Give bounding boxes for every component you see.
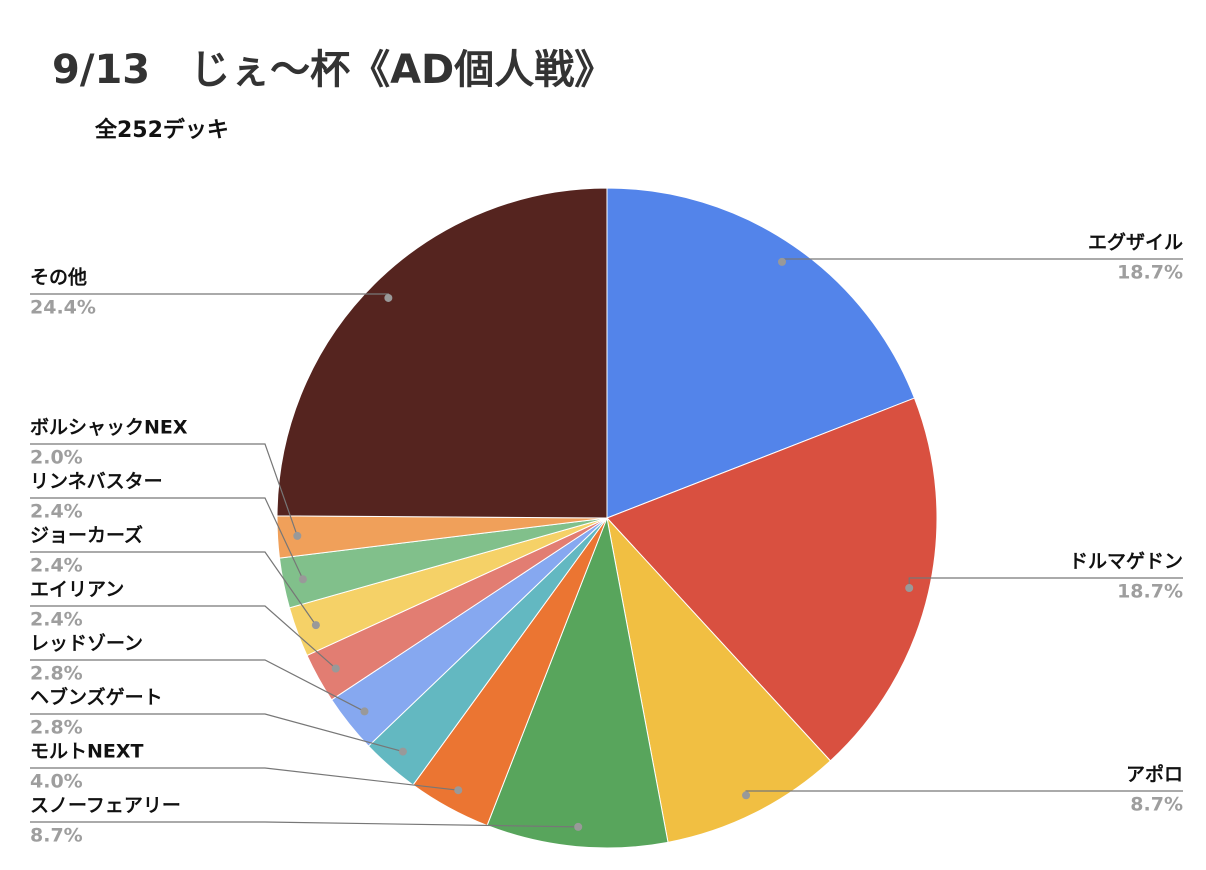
leader-dot xyxy=(742,791,751,800)
chart-title: 9/13 じぇ〜杯《AD個人戦》 xyxy=(52,47,614,93)
slice-label: レッドゾーン xyxy=(30,633,143,655)
leader-dot xyxy=(778,257,787,266)
leader-dot xyxy=(360,707,369,716)
pie-slice xyxy=(486,516,669,849)
slice-label: リンネバスター xyxy=(30,471,163,493)
leader-dot xyxy=(454,786,463,795)
leader-dot xyxy=(384,293,393,302)
leader-dot xyxy=(293,531,302,540)
leader-line xyxy=(30,605,337,669)
chart-subtitle: 全252デッキ xyxy=(94,117,229,143)
slice-value-label: 18.7% xyxy=(1117,262,1183,284)
pie-slice xyxy=(606,397,938,762)
leader-dot xyxy=(298,575,307,584)
slice-value-label: 8.7% xyxy=(1130,794,1183,816)
leader-dot xyxy=(331,664,340,673)
slice-label: アポロ xyxy=(1126,763,1183,786)
slice-value-label: 2.0% xyxy=(30,447,83,469)
slice-label: エグザイル xyxy=(1088,231,1183,254)
leader-dot xyxy=(574,822,583,831)
slice-label: エイリアン xyxy=(30,579,124,601)
pie-slice xyxy=(276,187,608,519)
leader-line xyxy=(30,659,365,712)
pie-slice xyxy=(606,187,916,519)
leader-line xyxy=(30,551,317,626)
slice-label: その他 xyxy=(30,266,87,289)
leader-line xyxy=(30,767,459,791)
slice-value-label: 24.4% xyxy=(30,297,96,319)
slice-value-label: 8.7% xyxy=(30,825,83,847)
slice-label: ドルマゲドン xyxy=(1069,551,1183,573)
leader-line xyxy=(30,443,298,537)
slice-label: モルトNEXT xyxy=(30,741,144,763)
leader-dot xyxy=(905,583,914,592)
slice-label: ボルシャックNEX xyxy=(30,417,188,439)
leader-line xyxy=(30,821,579,828)
slice-value-label: 2.4% xyxy=(30,555,83,577)
leader-line xyxy=(30,497,304,580)
slice-value-label: 2.8% xyxy=(30,717,83,739)
slice-value-label: 2.4% xyxy=(30,609,83,631)
slice-value-label: 4.0% xyxy=(30,771,83,793)
pie-slice xyxy=(606,516,832,843)
leader-line xyxy=(30,713,404,753)
slice-value-label: 2.4% xyxy=(30,501,83,523)
leader-dot xyxy=(311,621,320,630)
slice-label: スノーフェアリー xyxy=(30,795,181,817)
slice-value-label: 2.8% xyxy=(30,663,83,685)
leader-line xyxy=(745,790,1183,796)
slice-value-label: 18.7% xyxy=(1117,581,1183,603)
slice-label: ヘブンズゲート xyxy=(30,686,163,709)
slice-label: ジョーカーズ xyxy=(30,524,143,547)
leader-dot xyxy=(398,747,407,756)
